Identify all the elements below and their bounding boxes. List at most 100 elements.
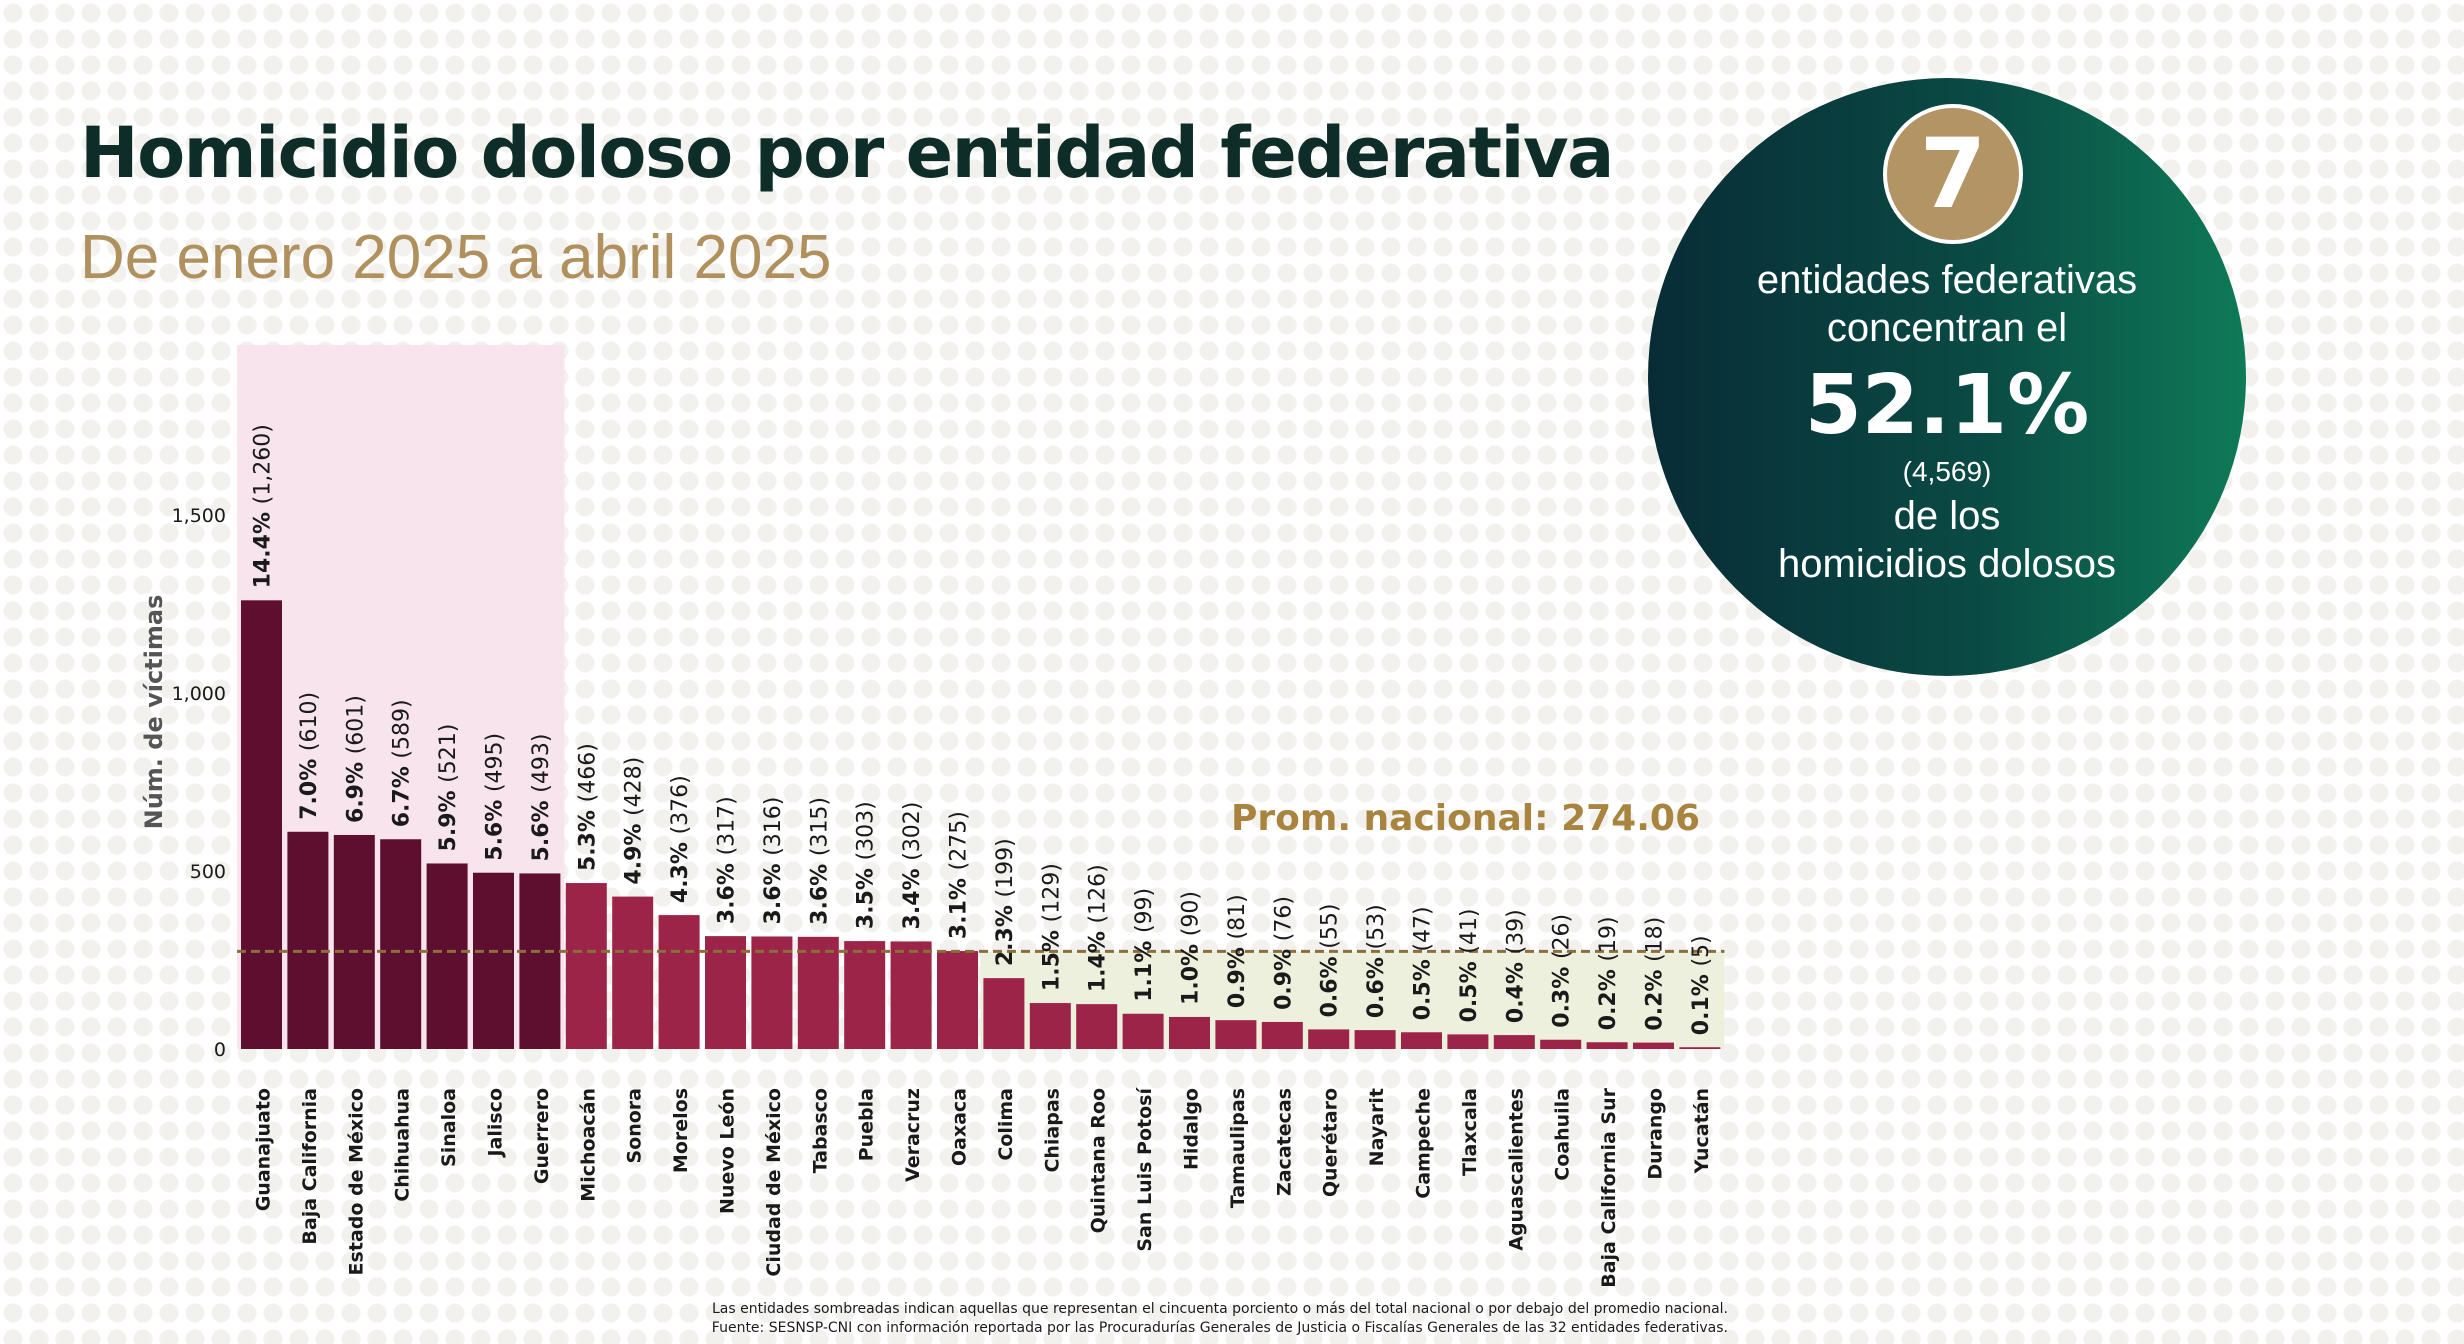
data-label-count: (610) xyxy=(297,692,322,751)
data-label-count: (521) xyxy=(436,724,461,783)
x-tick-label: Baja California Sur xyxy=(1598,1087,1620,1287)
x-tick-label: Nayarit xyxy=(1366,1088,1388,1166)
data-label-count: (129) xyxy=(1039,863,1064,922)
data-label-percent: 3.5% xyxy=(854,860,879,929)
bar xyxy=(1401,1032,1442,1049)
bar xyxy=(751,936,793,1049)
data-label-count: (47) xyxy=(1411,906,1436,951)
data-label: 4.9% (428) xyxy=(622,757,647,885)
data-label-percent: 0.3% xyxy=(1550,959,1575,1028)
x-tick-label: Aguascalientes xyxy=(1505,1088,1527,1251)
data-label: 6.7% (589) xyxy=(390,699,415,827)
data-label-percent: 4.9% xyxy=(622,816,647,885)
x-tick-label: Jalisco xyxy=(485,1088,507,1159)
summary-line-4: homicidios dolosos xyxy=(1778,542,2116,586)
bar xyxy=(1493,1035,1535,1049)
bar xyxy=(1540,1039,1582,1049)
count-badge: 7 xyxy=(1883,104,2023,244)
data-label: 2.3% (199) xyxy=(993,838,1018,966)
footnote: Las entidades sombreadas indican aquella… xyxy=(712,1300,1728,1338)
data-label-percent: 5.6% xyxy=(483,792,508,861)
summary-circle: 7 entidades federativas concentran el 52… xyxy=(1648,78,2246,676)
data-label-percent: 1.0% xyxy=(1179,936,1204,1005)
bar xyxy=(890,941,932,1049)
data-label: 0.6% (53) xyxy=(1364,904,1389,1018)
data-label-percent: 6.9% xyxy=(343,754,368,823)
data-label-count: (18) xyxy=(1643,917,1668,962)
data-label-count: (39) xyxy=(1503,909,1528,954)
x-tick-label: Morelos xyxy=(670,1088,692,1173)
bar xyxy=(705,936,746,1049)
data-label-count: (493) xyxy=(529,734,554,793)
bar xyxy=(1215,1020,1257,1049)
data-label-count: (1,260) xyxy=(251,424,276,504)
x-tick-label: Campeche xyxy=(1413,1088,1435,1199)
footnote-line-1: Las entidades sombreadas indican aquella… xyxy=(712,1301,1728,1317)
bar xyxy=(1076,1004,1118,1049)
data-label: 0.6% (55) xyxy=(1318,904,1343,1018)
x-tick-label: Ciudad de México xyxy=(763,1088,785,1277)
bar xyxy=(1122,1013,1164,1049)
data-label-count: (41) xyxy=(1457,909,1482,954)
bar xyxy=(1169,1016,1210,1049)
y-axis: 0 500 1,000 1,500 xyxy=(172,505,226,1061)
bar xyxy=(797,936,839,1049)
data-label-percent: 1.4% xyxy=(1086,923,1111,992)
data-label-percent: 5.9% xyxy=(436,783,461,852)
data-label-percent: 3.6% xyxy=(807,856,832,925)
data-label-percent: 14.4% xyxy=(251,504,276,588)
data-label-count: (5) xyxy=(1689,935,1714,966)
x-tick-label: Chihuahua xyxy=(392,1088,414,1202)
bar xyxy=(473,872,514,1049)
page-subtitle: De enero 2025 a abril 2025 xyxy=(80,223,832,292)
bars xyxy=(241,600,1721,1049)
x-tick-label: Baja California xyxy=(299,1088,321,1245)
data-label-count: (316) xyxy=(761,797,786,856)
data-label-percent: 1.1% xyxy=(1132,933,1157,1002)
data-label-percent: 0.6% xyxy=(1318,949,1343,1018)
y-tick-label: 0 xyxy=(214,1039,226,1061)
bar xyxy=(287,831,329,1049)
data-label: 3.1% (275) xyxy=(947,811,972,939)
x-tick-label: Tabasco xyxy=(809,1088,831,1173)
data-label-count: (81) xyxy=(1225,894,1250,939)
data-label-count: (302) xyxy=(900,802,925,861)
y-axis-title: Núm. de víctimas xyxy=(140,595,168,830)
bar xyxy=(983,978,1025,1049)
data-label-percent: 7.0% xyxy=(297,751,322,820)
data-label-percent: 0.9% xyxy=(1271,941,1296,1010)
data-label: 3.5% (303) xyxy=(854,801,879,929)
bar xyxy=(658,915,700,1049)
x-tick-label: San Luis Potosí xyxy=(1134,1087,1156,1252)
data-label-count: (428) xyxy=(622,757,647,816)
data-label-count: (601) xyxy=(343,695,368,754)
bar xyxy=(1679,1047,1721,1049)
y-tick-label: 1,500 xyxy=(172,505,226,527)
summary-total: (4,569) xyxy=(1902,456,1992,487)
x-tick-label: Sonora xyxy=(624,1088,646,1164)
data-label-percent: 0.1% xyxy=(1689,967,1714,1036)
data-label-percent: 0.5% xyxy=(1457,954,1482,1023)
data-label-percent: 0.6% xyxy=(1364,949,1389,1018)
data-label-count: (76) xyxy=(1271,896,1296,941)
data-label: 3.6% (317) xyxy=(715,796,740,924)
data-label-percent: 4.3% xyxy=(668,834,693,903)
data-label: 1.4% (126) xyxy=(1086,864,1111,992)
x-tick-label: Guerrero xyxy=(531,1088,553,1184)
data-labels: 14.4% (1,260) 7.0% (610) 6.9% (601) 6.7% (5… xyxy=(251,424,1714,1035)
data-label-percent: 0.4% xyxy=(1503,954,1528,1023)
summary-percent: 52.1% xyxy=(1804,358,2090,453)
average-label: Prom. nacional: 274.06 xyxy=(1231,798,1700,839)
data-label: 3.6% (316) xyxy=(761,797,786,925)
bar xyxy=(1586,1042,1628,1049)
data-label: 1.1% (99) xyxy=(1132,888,1157,1002)
x-tick-label: Yucatán xyxy=(1691,1088,1713,1174)
data-label: 1.5% (129) xyxy=(1039,863,1064,991)
x-tick-label: Puebla xyxy=(856,1088,878,1161)
data-label: 7.0% (610) xyxy=(297,692,322,820)
data-label-count: (26) xyxy=(1550,914,1575,959)
data-label: 5.9% (521) xyxy=(436,724,461,852)
bar xyxy=(1447,1034,1489,1049)
data-label-count: (19) xyxy=(1596,916,1621,961)
data-label: 0.9% (76) xyxy=(1271,896,1296,1010)
